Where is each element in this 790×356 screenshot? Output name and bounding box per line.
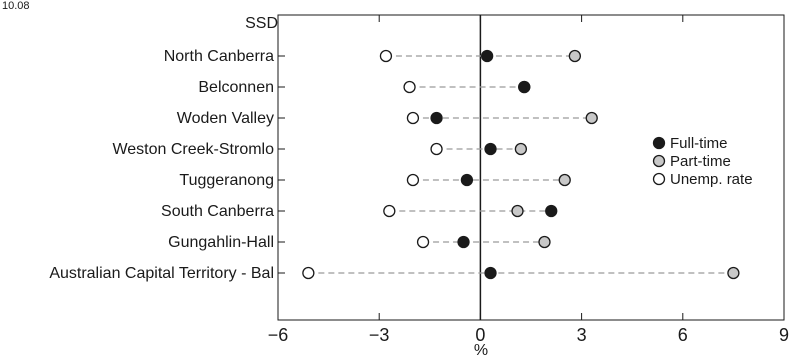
plot-frame [277, 14, 785, 321]
full-time-point [545, 204, 558, 218]
legend-label-full-time: Full-time [670, 135, 728, 152]
x-tick-label: −6 [268, 325, 289, 345]
legend-label-unemp-rate: Unemp. rate [670, 171, 753, 188]
full-time-point [484, 266, 497, 280]
full-time-point [518, 80, 531, 94]
unemp-rate-point [416, 235, 430, 249]
unemp-rate-point [302, 266, 315, 280]
unemp-rate-point [406, 111, 420, 125]
x-tick-label: 3 [577, 325, 587, 345]
y-tick-label: Woden Valley [177, 110, 274, 127]
x-tick-label: 6 [678, 325, 688, 345]
legend-marker-part-time [652, 154, 666, 168]
corner-text: 10.08 [2, 0, 30, 12]
legend-marker-unemp-rate [652, 172, 666, 186]
part-time-point [585, 111, 598, 125]
y-tick-label: Australian Capital Territory - Bal [49, 265, 274, 282]
y-tick-label: South Canberra [161, 203, 274, 220]
legend-marker-full-time [652, 136, 666, 150]
part-time-point [727, 266, 740, 280]
part-time-point [538, 235, 551, 249]
unemp-rate-point [383, 204, 396, 218]
x-tick-label: 9 [779, 325, 789, 345]
part-time-point [558, 173, 571, 187]
x-tick-label: 0 [475, 325, 485, 345]
legend-label-part-time: Part-time [670, 153, 731, 170]
y-header: SSD [245, 15, 278, 32]
plot-area: −6 −3 0 3 6 9 North Canberra Belconnen Woden Val… [49, 14, 789, 345]
part-time-point [568, 49, 582, 63]
full-time-point [430, 111, 443, 125]
x-axis-label: % [474, 342, 488, 356]
part-time-point [511, 204, 524, 218]
part-time-point [514, 142, 528, 156]
unemp-rate-point [403, 80, 416, 94]
y-tick-label: Weston Creek-Stromlo [112, 141, 274, 158]
unemp-rate-point [379, 49, 393, 63]
full-time-point [480, 49, 494, 63]
full-time-point [484, 142, 497, 156]
y-tick-label: North Canberra [164, 48, 274, 65]
unemp-rate-point [406, 173, 420, 187]
x-tick-label: −3 [369, 325, 390, 345]
y-tick-label: Gungahlin-Hall [168, 234, 274, 251]
full-time-point [460, 173, 474, 187]
y-tick-label: Tuggeranong [179, 172, 274, 189]
y-tick-label: Belconnen [198, 79, 274, 96]
full-time-point [457, 235, 470, 249]
unemp-rate-point [430, 142, 443, 156]
